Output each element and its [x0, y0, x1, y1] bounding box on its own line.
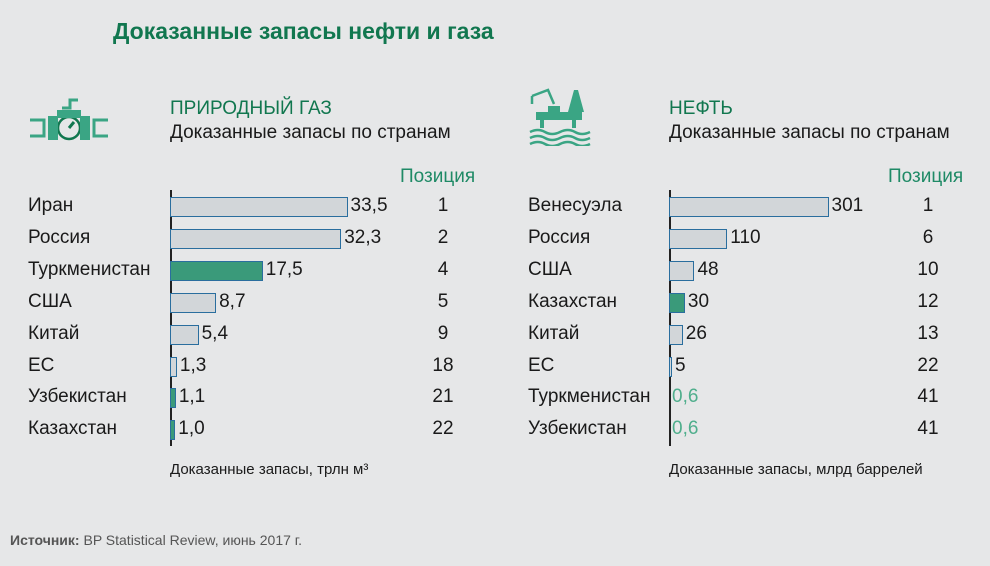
- category-label: ЕС: [528, 354, 555, 376]
- category-label: Узбекистан: [28, 386, 127, 408]
- value-label: 0,6: [672, 418, 699, 440]
- oil-title: НЕФТЬ: [669, 98, 733, 119]
- position-label: 18: [432, 354, 454, 376]
- position-label: 1: [922, 195, 934, 216]
- value-label: 1,0: [178, 418, 205, 440]
- bar: [170, 356, 177, 377]
- position-label: 5: [437, 290, 449, 312]
- bar: [170, 324, 199, 345]
- value-label: 301: [831, 195, 864, 216]
- category-label: Туркменистан: [528, 386, 651, 408]
- category-label: Узбекистан: [528, 418, 627, 440]
- gas-valve-icon: [30, 98, 108, 141]
- position-label: 4: [437, 258, 449, 280]
- category-label: Россия: [28, 226, 91, 248]
- value-label: 48: [697, 258, 719, 280]
- position-label: 12: [917, 290, 939, 312]
- position-label: 13: [917, 322, 939, 344]
- category-label: Китай: [28, 322, 80, 344]
- oil-axis: [669, 190, 671, 446]
- oil-platform-icon: [529, 88, 591, 146]
- bar: [170, 228, 342, 249]
- bar: [669, 197, 829, 217]
- position-label: 21: [432, 386, 454, 408]
- gas-position-header: Позиция: [400, 166, 476, 187]
- source-label: Источник:: [10, 532, 80, 548]
- page-title: Доказанные запасы нефти и газа: [113, 18, 494, 44]
- value-label: 5,4: [201, 322, 229, 344]
- value-label: 33,5: [350, 195, 388, 216]
- category-label: США: [28, 290, 72, 312]
- value-label: 30: [687, 290, 710, 312]
- gas-axis: [170, 190, 172, 446]
- value-label: 17,5: [265, 258, 303, 280]
- chart-row: Казахстан 1,0 22: [28, 414, 508, 446]
- value-label: 0,6: [672, 386, 699, 408]
- chart-row: Россия 32,3 2: [28, 223, 508, 255]
- chart-row: Узбекистан 0,6 41: [528, 414, 990, 446]
- value-label: 1,3: [179, 354, 207, 376]
- chart-row: ЕС 1,3 18: [28, 351, 508, 383]
- category-label: Казахстан: [528, 290, 618, 312]
- source-note: Источник: BP Statistical Review, июнь 20…: [10, 532, 302, 548]
- oil-xlabel: Доказанные запасы, млрд баррелей: [669, 461, 923, 478]
- chart-row: Россия 110 6: [528, 223, 990, 255]
- position-label: 1: [437, 195, 449, 216]
- source-text: BP Statistical Review, июнь 2017 г.: [79, 532, 303, 548]
- value-label: 32,3: [344, 226, 382, 248]
- position-label: 9: [437, 322, 449, 344]
- chart-row: Иран 33,5 1: [28, 191, 508, 223]
- category-label: Казахстан: [28, 418, 118, 440]
- gas-panel: ПРИРОДНЫЙ ГАЗ Доказанные запасы по стран…: [28, 0, 498, 566]
- value-label: 8,7: [219, 290, 246, 312]
- oil-panel: НЕФТЬ Доказанные запасы по странам Позиц…: [528, 0, 988, 566]
- position-label: 22: [432, 418, 454, 440]
- position-label: 22: [917, 354, 939, 376]
- value-label: 5: [675, 354, 686, 376]
- bar: [669, 292, 685, 313]
- chart-row: Казахстан 30 12: [528, 287, 990, 319]
- value-label: 26: [685, 322, 707, 344]
- bar: [170, 420, 176, 441]
- gas-title: ПРИРОДНЫЙ ГАЗ: [170, 98, 332, 119]
- bar: [170, 260, 263, 281]
- category-label: Туркменистан: [28, 258, 151, 280]
- category-label: Китай: [528, 322, 580, 344]
- gas-subtitle: Доказанные запасы по странам: [170, 122, 451, 143]
- chart-row: Китай 5,4 9: [28, 319, 508, 351]
- category-label: ЕС: [28, 354, 55, 376]
- position-label: 10: [917, 258, 939, 280]
- oil-subtitle: Доказанные запасы по странам: [669, 122, 950, 143]
- value-label: 110: [730, 226, 761, 248]
- category-label: Иран: [28, 195, 74, 216]
- chart-row: США 48 10: [528, 255, 990, 287]
- bar: [669, 324, 683, 345]
- category-label: США: [528, 258, 572, 280]
- category-label: Венесуэла: [528, 195, 623, 216]
- category-label: Россия: [528, 226, 591, 248]
- gas-xlabel: Доказанные запасы, трлн м³: [170, 461, 369, 478]
- chart-row: Китай 26 13: [528, 319, 990, 351]
- bar: [170, 388, 176, 409]
- value-label: 1,1: [178, 386, 206, 408]
- chart-row: Туркменистан 17,5 4: [28, 255, 508, 287]
- chart-row: Узбекистан 1,1 21: [28, 382, 508, 414]
- bar: [669, 260, 695, 281]
- bar: [669, 228, 728, 249]
- position-label: 41: [917, 386, 939, 408]
- position-label: 6: [922, 226, 934, 248]
- position-label: 2: [437, 226, 449, 248]
- chart-row: США 8,7 5: [28, 287, 508, 319]
- chart-row: Туркменистан 0,6 41: [528, 382, 990, 414]
- bar: [669, 356, 672, 377]
- bar: [170, 292, 217, 313]
- chart-row: Венесуэла 301 1: [528, 191, 990, 223]
- chart-row: ЕС 5 22: [528, 351, 990, 383]
- oil-position-header: Позиция: [888, 166, 964, 187]
- bar: [170, 197, 348, 217]
- position-label: 41: [917, 418, 939, 440]
